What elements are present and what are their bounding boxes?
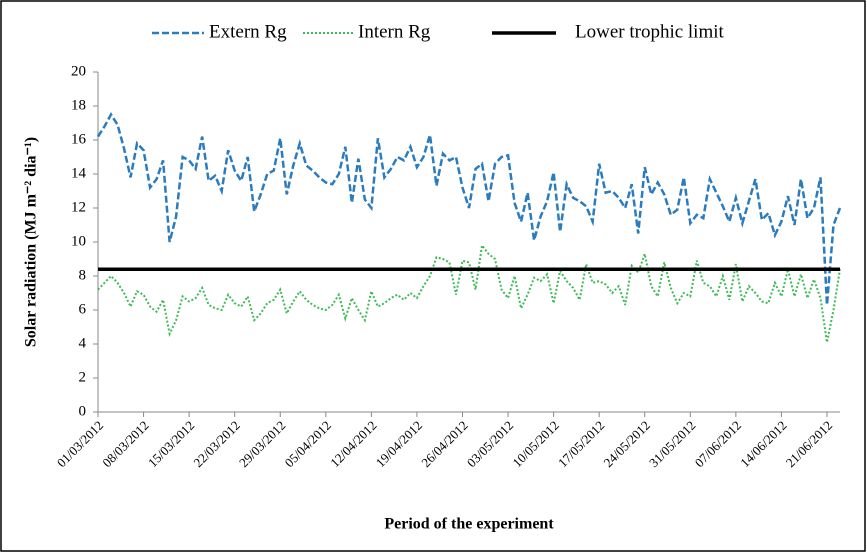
y-tick-label: 6 <box>79 301 87 317</box>
y-tick-label: 20 <box>71 63 86 79</box>
y-tick-label: 10 <box>71 233 86 249</box>
y-tick-label: 8 <box>79 267 87 283</box>
y-axis-title: Solar radiation (MJ m⁻² dia⁻¹) <box>23 137 40 347</box>
y-tick-label: 0 <box>79 403 87 419</box>
y-tick-label: 14 <box>71 165 87 181</box>
x-axis-title: Period of the experiment <box>384 516 554 533</box>
y-tick-label: 4 <box>79 335 87 351</box>
legend-label: Lower trophic limit <box>575 21 725 42</box>
y-tick-label: 12 <box>71 199 86 215</box>
series-line <box>96 112 842 306</box>
y-tick-label: 16 <box>71 131 87 147</box>
y-tick-label: 18 <box>71 97 86 113</box>
y-tick-label: 2 <box>79 369 87 385</box>
legend-label: Extern Rg <box>209 21 287 42</box>
legend-label: Intern Rg <box>358 21 431 42</box>
series-line <box>97 242 841 343</box>
